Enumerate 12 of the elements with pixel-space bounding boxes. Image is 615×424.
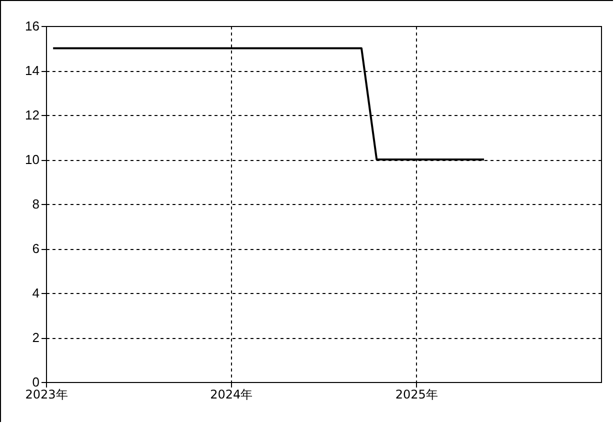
- y-tick-label: 12: [25, 108, 40, 122]
- x-tick-label: 2025年: [395, 388, 438, 402]
- y-tick-label: 14: [25, 63, 40, 78]
- y-tick-label: 4: [32, 286, 40, 300]
- y-tick-label: 16: [25, 18, 40, 34]
- y-tick-label: 8: [32, 196, 40, 212]
- y-tick-label: 10: [25, 152, 40, 167]
- y-tick-label: 6: [32, 241, 40, 256]
- x-tick-label: 2024年: [210, 388, 253, 402]
- x-tick-label: 2023年: [25, 388, 68, 402]
- y-tick-label: 0: [32, 374, 40, 390]
- y-tick-label: 2: [32, 330, 40, 345]
